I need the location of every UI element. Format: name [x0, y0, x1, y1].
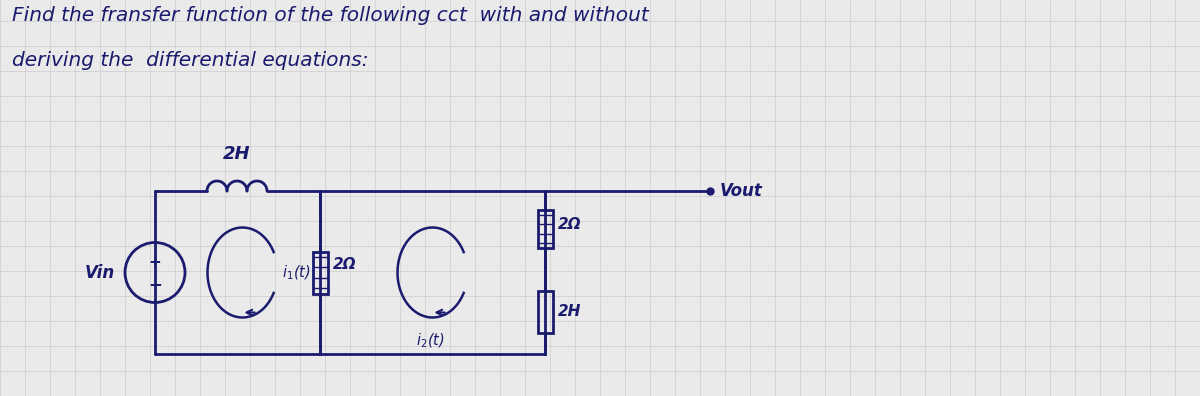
Text: i$_1$(t): i$_1$(t): [282, 263, 311, 282]
Bar: [538, 291, 552, 333]
Text: Find the fransfer function of the following cct  with and without: Find the fransfer function of the follow…: [12, 6, 649, 25]
Text: 2Ω: 2Ω: [558, 217, 582, 232]
Text: 2H: 2H: [558, 305, 581, 320]
Text: deriving the  differential equations:: deriving the differential equations:: [12, 51, 368, 70]
Text: Vin: Vin: [85, 263, 115, 282]
Text: 2Ω: 2Ω: [334, 257, 356, 272]
Text: i$_2$(t): i$_2$(t): [416, 331, 445, 350]
Text: Vout: Vout: [720, 182, 763, 200]
Text: 2H: 2H: [223, 145, 251, 163]
Bar: [312, 251, 328, 293]
Bar: [538, 210, 552, 248]
Text: +: +: [149, 255, 161, 270]
Text: −: −: [148, 276, 162, 293]
